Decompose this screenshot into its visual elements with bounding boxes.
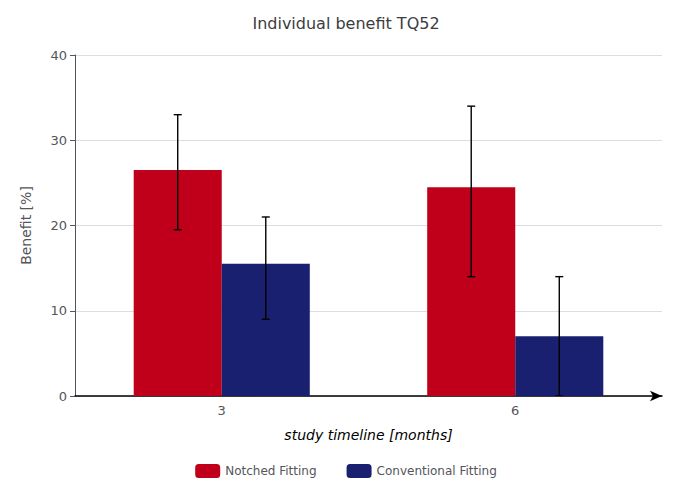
svg-text:3: 3 [218, 403, 226, 418]
svg-text:30: 30 [50, 133, 67, 148]
svg-text:study timeline [months]: study timeline [months] [284, 427, 452, 443]
svg-text:20: 20 [50, 218, 67, 233]
svg-text:Benefit [%]: Benefit [%] [18, 186, 34, 265]
svg-text:Individual benefit TQ52: Individual benefit TQ52 [252, 14, 439, 33]
svg-text:Conventional Fitting: Conventional Fitting [377, 464, 497, 478]
svg-text:40: 40 [50, 48, 67, 63]
svg-text:10: 10 [50, 303, 67, 318]
svg-text:0: 0 [59, 389, 67, 404]
svg-text:Notched Fitting: Notched Fitting [225, 464, 316, 478]
svg-text:6: 6 [511, 403, 519, 418]
